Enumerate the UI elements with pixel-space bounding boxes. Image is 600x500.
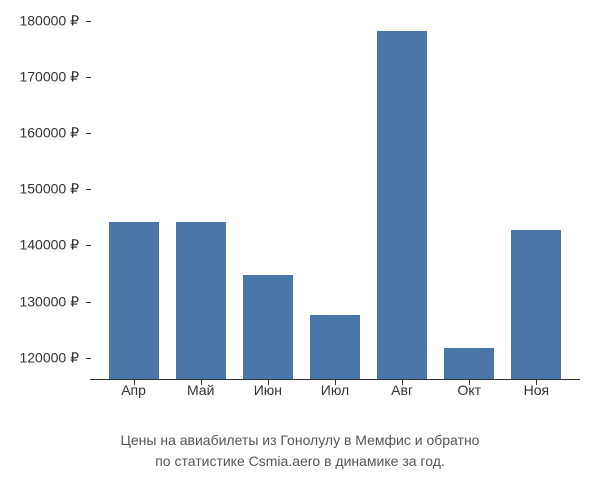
y-axis-label: 170000 ₽ xyxy=(19,69,79,86)
y-tick xyxy=(86,358,91,359)
y-tick xyxy=(86,245,91,246)
y-axis-label: 180000 ₽ xyxy=(19,13,79,30)
y-axis-label: 140000 ₽ xyxy=(19,237,79,254)
bar xyxy=(310,315,360,379)
bar xyxy=(377,31,427,379)
x-axis-label: Июл xyxy=(310,382,360,398)
y-tick xyxy=(86,302,91,303)
bars-group xyxy=(90,10,580,379)
caption-line-1: Цены на авиабилеты из Гонолулу в Мемфис … xyxy=(121,432,480,448)
bar xyxy=(511,230,561,379)
bar xyxy=(243,275,293,379)
chart-caption: Цены на авиабилеты из Гонолулу в Мемфис … xyxy=(0,430,600,472)
x-axis-labels: Апр Май Июн Июл Авг Окт Ноя xyxy=(90,382,580,398)
plot-area xyxy=(90,10,580,380)
x-axis-label: Авг xyxy=(377,382,427,398)
y-tick xyxy=(86,21,91,22)
y-axis-labels: 120000 ₽ 130000 ₽ 140000 ₽ 150000 ₽ 160000 ₽… xyxy=(0,10,85,380)
x-axis-label: Окт xyxy=(444,382,494,398)
y-axis-label: 130000 ₽ xyxy=(19,293,79,310)
bar xyxy=(109,222,159,379)
x-axis-label: Май xyxy=(176,382,226,398)
bar-chart xyxy=(90,10,580,400)
bar xyxy=(444,348,494,379)
y-axis-label: 120000 ₽ xyxy=(19,349,79,366)
y-tick xyxy=(86,77,91,78)
y-axis-label: 160000 ₽ xyxy=(19,125,79,142)
y-axis-label: 150000 ₽ xyxy=(19,181,79,198)
x-axis-label: Ноя xyxy=(511,382,561,398)
bar xyxy=(176,222,226,379)
caption-line-2: по статистике Csmia.aero в динамике за г… xyxy=(155,453,445,469)
x-axis-label: Июн xyxy=(243,382,293,398)
x-axis-label: Апр xyxy=(109,382,159,398)
y-tick xyxy=(86,189,91,190)
y-tick xyxy=(86,133,91,134)
